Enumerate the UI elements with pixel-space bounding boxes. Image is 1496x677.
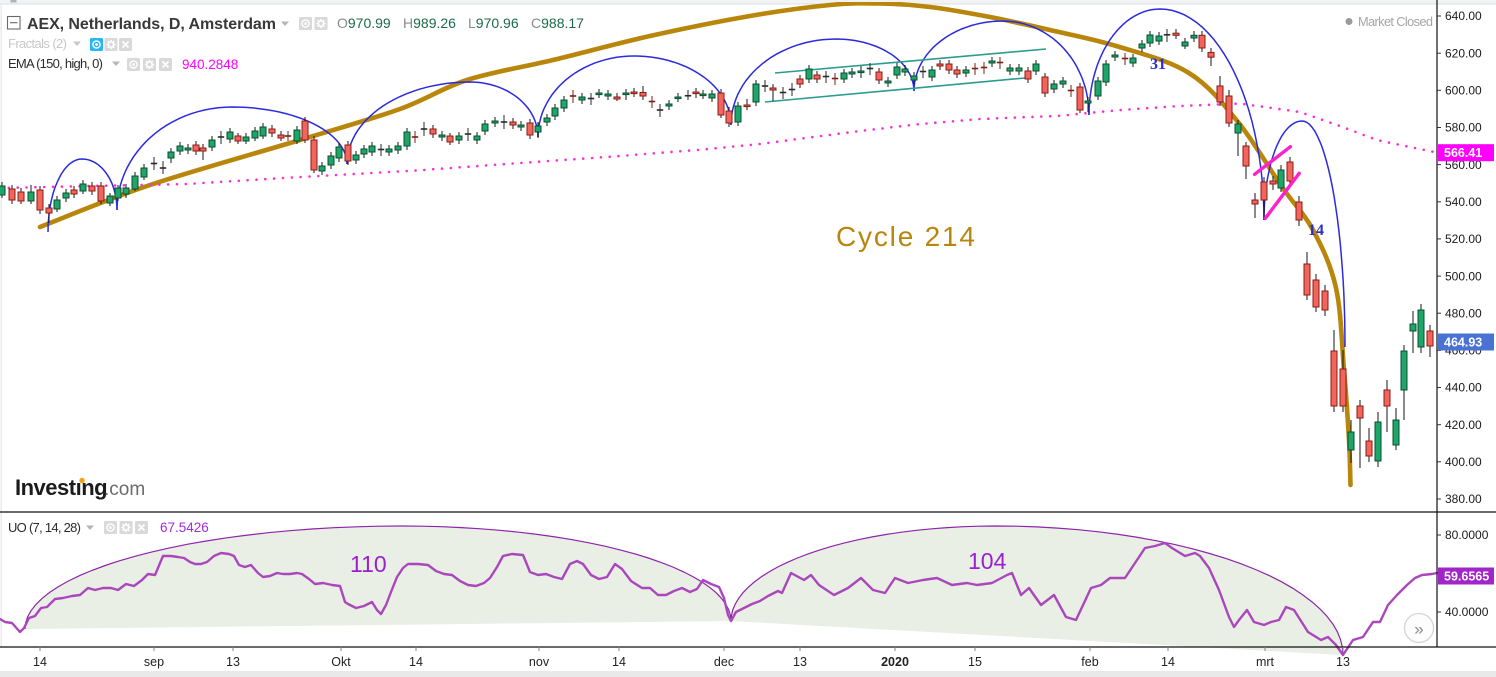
svg-text:580.00: 580.00 [1445,121,1482,135]
svg-text:110: 110 [350,551,387,577]
svg-text:nov: nov [529,655,550,669]
svg-text:104: 104 [968,548,1007,574]
svg-text:13: 13 [793,655,807,669]
svg-text:Okt: Okt [331,655,351,669]
svg-text:380.00: 380.00 [1445,492,1482,506]
svg-text:mrt: mrt [1256,655,1275,669]
svg-text:620.00: 620.00 [1445,46,1482,60]
svg-text:2020: 2020 [881,655,909,669]
svg-text:420.00: 420.00 [1445,418,1482,432]
svg-text:540.00: 540.00 [1445,195,1482,209]
svg-text:Investıng: Investıng [15,475,107,500]
svg-text:31: 31 [1150,56,1166,73]
svg-text:H989.26: H989.26 [403,15,456,31]
svg-text:560.00: 560.00 [1445,158,1482,172]
svg-text:.com: .com [104,479,145,500]
svg-text:480.00: 480.00 [1445,306,1482,320]
svg-text:640.00: 640.00 [1445,9,1482,23]
svg-text:14: 14 [1161,655,1175,669]
svg-text:600.00: 600.00 [1445,84,1482,98]
svg-text:940.2848: 940.2848 [182,57,238,72]
svg-text:»: » [1414,620,1423,639]
svg-text:40.0000: 40.0000 [1445,605,1489,619]
svg-text:L970.96: L970.96 [468,15,519,31]
svg-text:13: 13 [226,655,240,669]
svg-text:14: 14 [33,655,47,669]
svg-text:14: 14 [1308,222,1324,239]
svg-text:14: 14 [612,655,626,669]
svg-text:sep: sep [144,655,164,669]
svg-text:464.93: 464.93 [1444,336,1482,350]
svg-text:500.00: 500.00 [1445,269,1482,283]
svg-text:EMA (150, high, 0): EMA (150, high, 0) [8,56,103,71]
svg-text:13: 13 [1336,655,1350,669]
svg-text:520.00: 520.00 [1445,232,1482,246]
svg-text:Cycle 214: Cycle 214 [836,221,975,252]
svg-text:AEX, Netherlands, D, Amsterdam: AEX, Netherlands, D, Amsterdam [27,16,276,33]
svg-text:C988.17: C988.17 [531,15,584,31]
svg-text:400.00: 400.00 [1445,455,1482,469]
svg-text:15: 15 [968,655,982,669]
svg-text:566.41: 566.41 [1444,146,1482,160]
svg-text:59.6565: 59.6565 [1444,570,1489,584]
svg-text:440.00: 440.00 [1445,381,1482,395]
svg-text:dec: dec [714,655,734,669]
svg-text:O970.99: O970.99 [337,15,391,31]
svg-text:feb: feb [1081,655,1098,669]
svg-text:67.5426: 67.5426 [160,520,209,535]
svg-text:14: 14 [409,655,423,669]
svg-text:Fractals (2): Fractals (2) [8,36,67,51]
svg-text:UO (7, 14, 28): UO (7, 14, 28) [8,520,81,535]
svg-text:Market Closed: Market Closed [1358,14,1433,29]
svg-text:80.0000: 80.0000 [1445,528,1489,542]
